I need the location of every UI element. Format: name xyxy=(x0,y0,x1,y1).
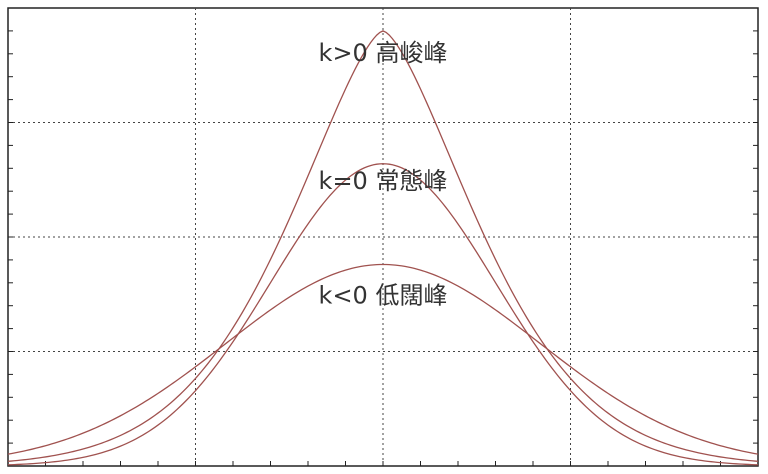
annotation-label-0: k>0 高峻峰 xyxy=(319,39,448,67)
annotation-label-1: k=0 常態峰 xyxy=(319,167,448,195)
series-line-1 xyxy=(7,163,759,466)
annotations: k>0 高峻峰 k=0 常態峰 k<0 低闊峰 xyxy=(319,39,448,310)
curves xyxy=(7,30,759,466)
series-line-0 xyxy=(7,30,759,462)
series-line-2 xyxy=(7,263,759,455)
annotation-label-2: k<0 低闊峰 xyxy=(319,282,448,310)
axis-ticks xyxy=(8,30,758,466)
